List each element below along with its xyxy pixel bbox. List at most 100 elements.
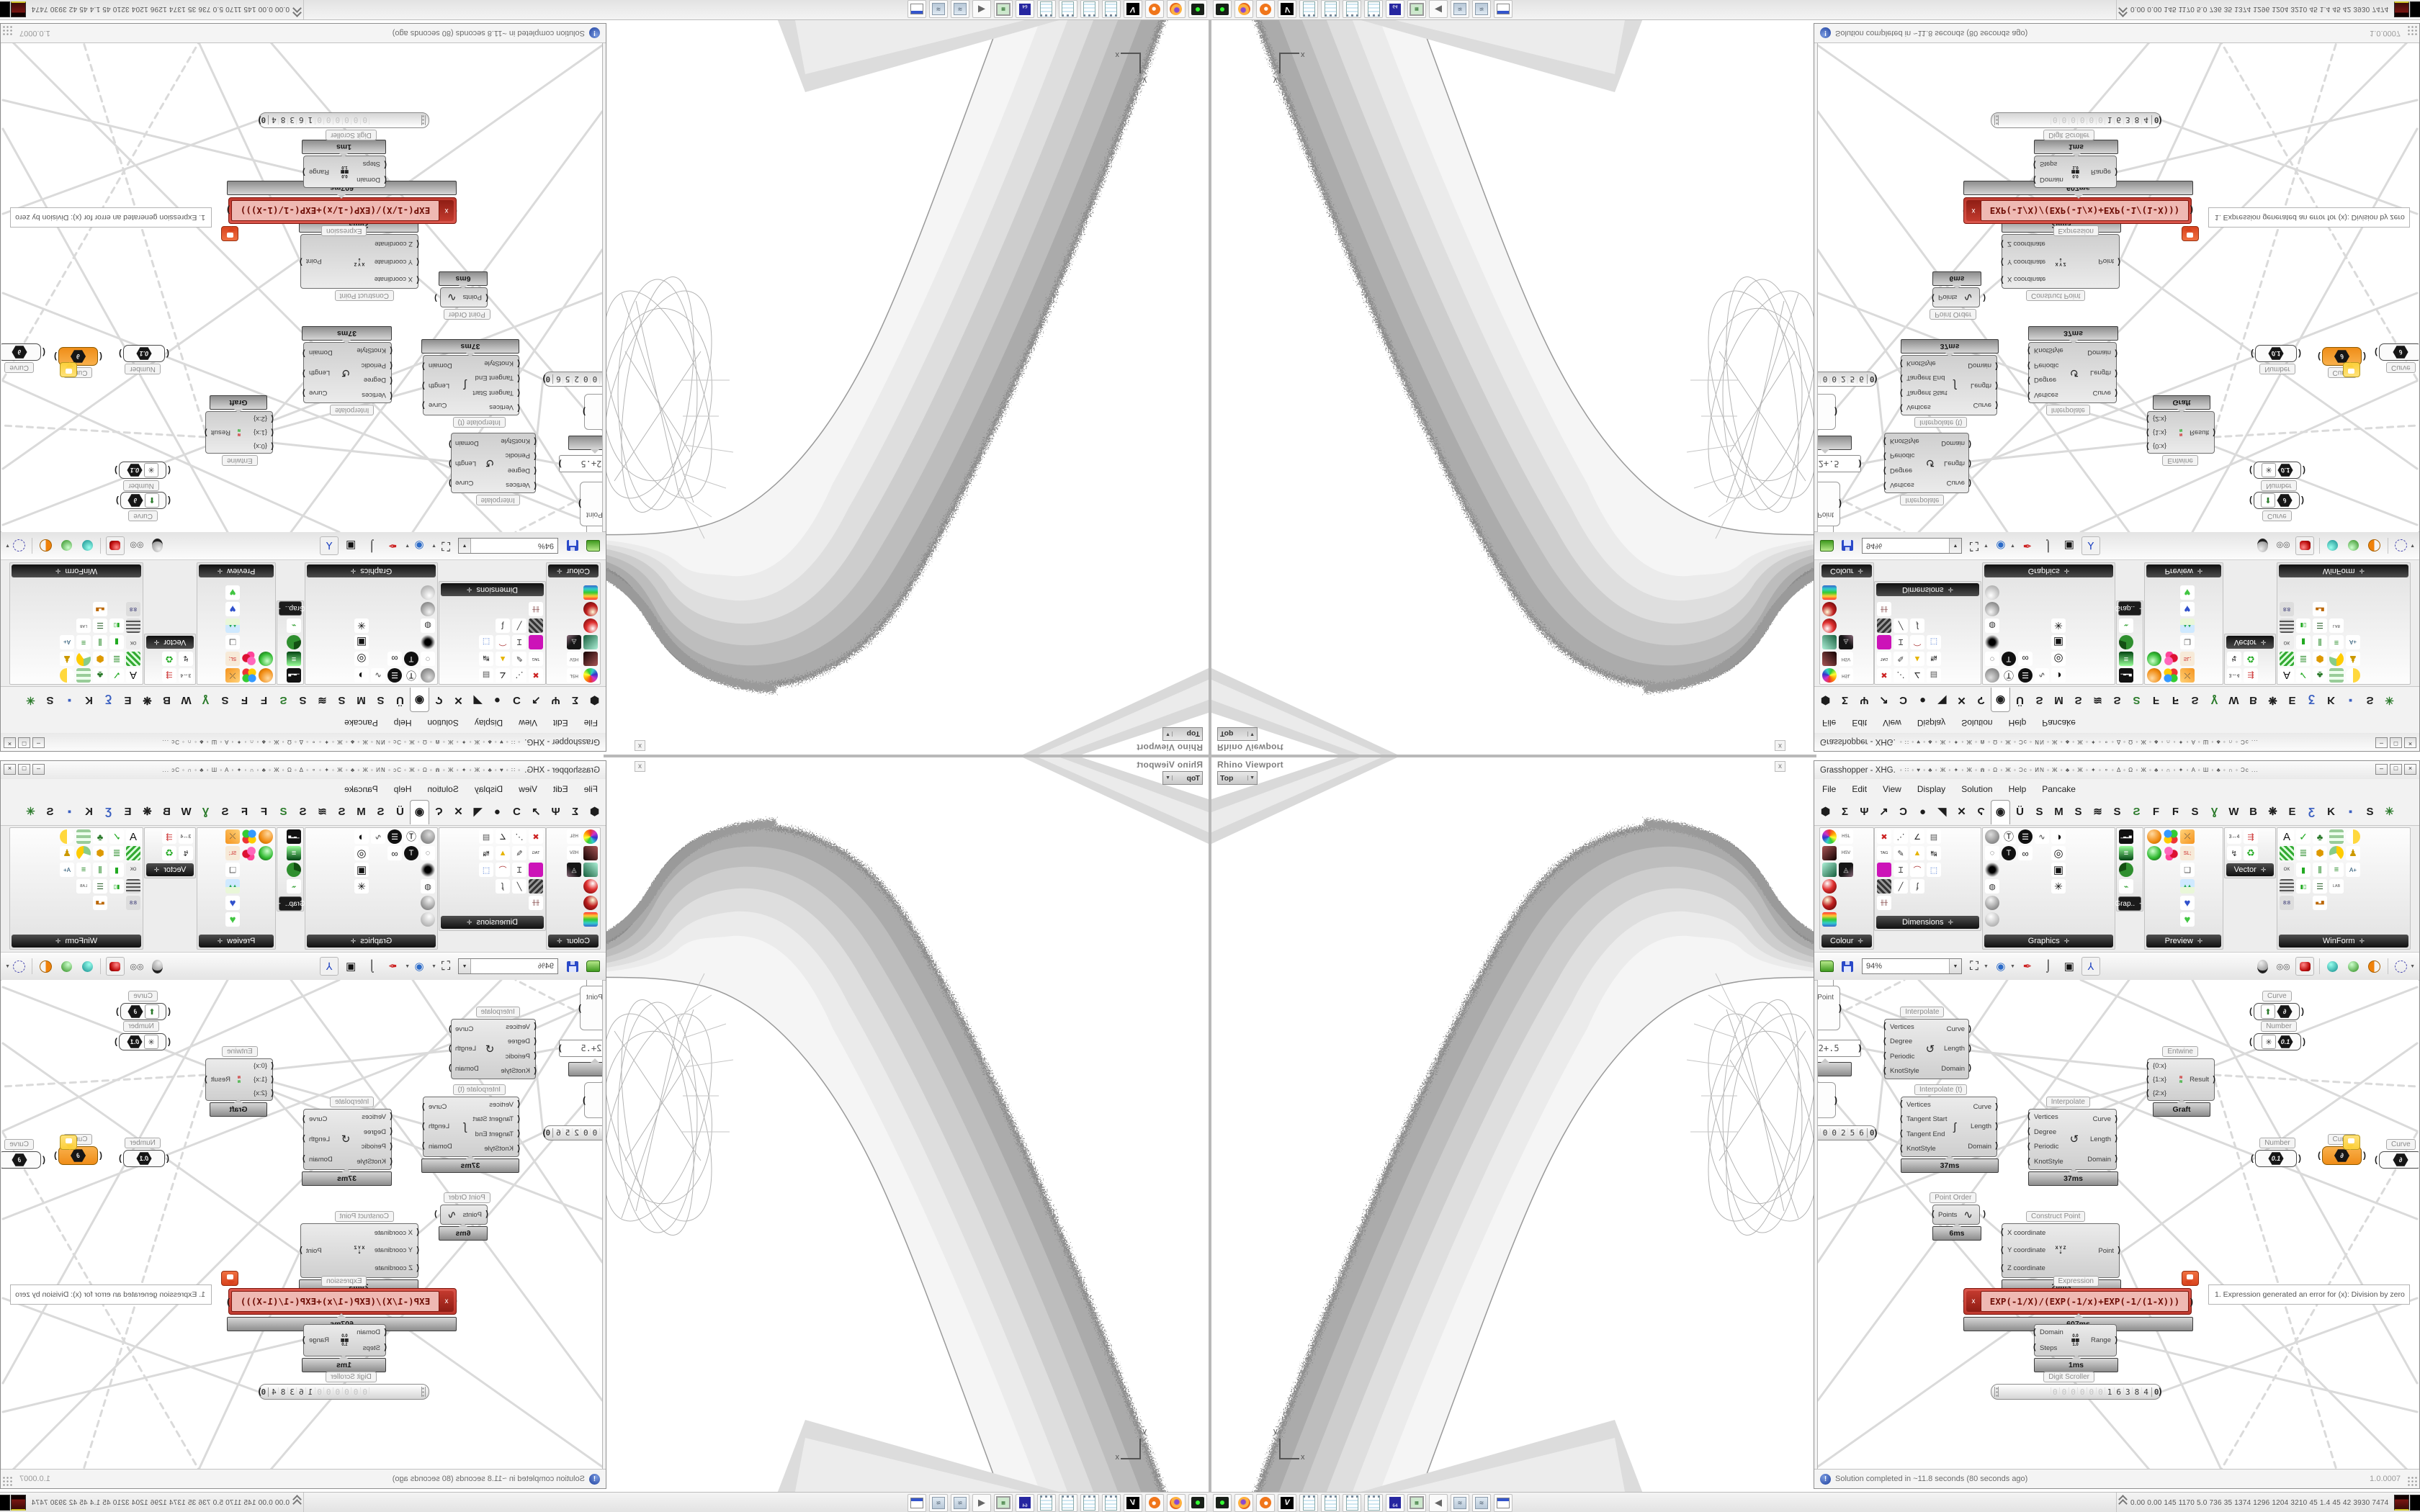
input-port[interactable]: (Vertices <box>506 1022 537 1031</box>
dotcircle-icon[interactable]: ◌ <box>1985 652 1999 666</box>
output-port[interactable]: Range) <box>302 1335 329 1344</box>
input-port[interactable]: ( <box>2249 465 2252 476</box>
menu-item-help[interactable]: Help <box>2008 718 2027 729</box>
quill-button[interactable]: ✒ <box>387 960 398 973</box>
input-port[interactable]: (KnotStyle <box>357 1156 393 1166</box>
input-port[interactable]: (Steps <box>362 160 387 169</box>
input-port[interactable]: (Degree <box>363 376 393 385</box>
category-tab-7[interactable]: ✕ <box>454 694 463 707</box>
output-port[interactable]: ) <box>2363 351 2366 362</box>
input-port[interactable]: (Steps <box>2033 1343 2058 1352</box>
folder-open-button[interactable] <box>1818 537 1835 554</box>
black-monitor-icon[interactable] <box>0 1495 10 1511</box>
category-tab-23[interactable]: ❋ <box>2268 694 2277 707</box>
digit-cell[interactable]: 8 <box>279 1387 288 1397</box>
arc-icon[interactable]: ⌒ <box>1910 635 1924 649</box>
graddark-icon[interactable] <box>583 846 598 860</box>
input-port[interactable]: ( <box>2251 348 2254 359</box>
digit-cell[interactable]: 0 <box>324 1387 333 1397</box>
title-bar[interactable]: Grasshopper - XHG. ◦ ∷ ◦ ♥ ◦ ♣ ◦ Ж ◦ ✦ ◦… <box>1 733 606 751</box>
rhino-viewport[interactable]: Rhino Viewport Top ▼ x y x <box>604 756 1210 1493</box>
output-port[interactable]: Length) <box>302 369 331 378</box>
output-port[interactable]: ) <box>119 1153 122 1164</box>
pictrees-icon[interactable]: ▲▲ <box>2180 618 2195 633</box>
category-tab-19[interactable]: S <box>2191 805 2199 818</box>
speaker-icon[interactable]: ◀ <box>1429 1493 1448 1512</box>
lcd-icon[interactable]: 8:8 <box>126 896 140 910</box>
ruler-icon[interactable]: ╫╫ <box>529 602 543 616</box>
orangex-icon[interactable]: ⤫ <box>2180 668 2195 683</box>
curvek-icon[interactable]: ʄ <box>496 618 510 633</box>
title-bar[interactable]: Grasshopper - XHG. ◦ ∷ ◦ ♥ ◦ ♣ ◦ Ж ◦ ✦ ◦… <box>1814 761 2419 779</box>
moonface-icon[interactable] <box>2346 668 2360 683</box>
moonface-icon[interactable] <box>2346 829 2360 844</box>
input-port[interactable]: (X coordinate <box>2001 1228 2046 1237</box>
number-param-1[interactable]: (✳ 0.1) <box>115 462 171 479</box>
ruler-icon[interactable]: ╫╫ <box>1877 896 1891 910</box>
ballgrad2-icon[interactable] <box>421 585 435 600</box>
hsl-icon[interactable]: HSL <box>567 829 581 844</box>
digit-cell[interactable]: 0 <box>2095 115 2105 125</box>
tblack-icon[interactable]: T <box>404 652 418 666</box>
point-param-clipped[interactable]: Point) <box>1817 482 1842 526</box>
hatchgreen-icon[interactable] <box>126 652 140 666</box>
pie3d-icon[interactable] <box>2119 863 2133 877</box>
notepad-icon[interactable] <box>1299 0 1318 19</box>
magenta-icon[interactable] <box>529 863 543 877</box>
category-tab-17[interactable]: F <box>260 694 268 707</box>
minimize-button[interactable]: – <box>2375 737 2388 748</box>
output-port[interactable]: ) <box>542 374 547 384</box>
listg-icon[interactable]: ≡ <box>76 635 91 649</box>
app-green-device-icon[interactable] <box>1213 0 1232 19</box>
category-tab-18[interactable]: Ϝ <box>2172 805 2179 818</box>
maximize-button[interactable]: □ <box>18 737 30 748</box>
print-scroll-icon[interactable]: ≋ <box>951 0 969 19</box>
person-icon[interactable]: ♟ <box>60 652 74 666</box>
close-button[interactable]: × <box>2404 764 2416 775</box>
output-port[interactable]: Curve) <box>1973 1102 1998 1112</box>
slred-icon[interactable]: SL; <box>225 652 240 666</box>
list2-icon[interactable]: ☰ <box>2313 879 2327 894</box>
blurdot-icon[interactable] <box>1985 863 1999 877</box>
digit-cell[interactable]: 4 <box>269 115 279 125</box>
selrect-icon[interactable]: ⬚ <box>1927 635 1941 649</box>
winboxico-icon[interactable]: ❏ <box>2180 635 2195 649</box>
category-tab-27[interactable]: ▪ <box>2348 694 2353 707</box>
input-port[interactable]: ( <box>2249 495 2252 506</box>
ruler-icon[interactable]: ╫╫ <box>529 896 543 910</box>
digit-cell[interactable]: 4 <box>269 1387 279 1397</box>
category-tab-26[interactable]: K <box>85 805 93 818</box>
greenscreen-icon[interactable] <box>259 846 273 860</box>
panel-caption[interactable]: Vector ✛ <box>146 863 194 876</box>
rhino-viewport[interactable]: Rhino Viewport Top ▼ x y x <box>604 19 1210 756</box>
layers-icon[interactable]: ≣ <box>2296 846 2311 860</box>
output-port[interactable]: ) <box>1873 1128 1878 1138</box>
gridgreen-icon[interactable] <box>2329 829 2344 844</box>
digit-scroller[interactable]: 0 0 0 0 0 0 1 6 3 8 4 0) <box>1991 1384 2163 1400</box>
building-icon[interactable]: ▤ <box>479 829 493 844</box>
zoom-combo[interactable]: 94% ▼ <box>1862 538 1962 554</box>
menu-item-help[interactable]: Help <box>393 718 412 729</box>
output-port[interactable]: ) <box>1834 407 1837 417</box>
input-port[interactable]: ({1:x} <box>253 1074 274 1084</box>
category-tab-20[interactable]: Ɣ <box>2210 694 2218 707</box>
tblack-icon[interactable]: T <box>2002 846 2016 860</box>
rhino-viewport[interactable]: Rhino Viewport Top ▼ x y x <box>1210 756 1816 1493</box>
category-tab-1[interactable]: Σ <box>1841 805 1848 818</box>
digit-cell[interactable]: 6 <box>2113 1387 2123 1397</box>
category-tab-29[interactable]: ✳ <box>26 805 35 818</box>
category-tab-25[interactable]: Ƹ <box>104 805 112 818</box>
gradrainbow-icon[interactable] <box>583 585 598 600</box>
graddark-icon[interactable] <box>1822 846 1837 860</box>
error-balloon-icon[interactable] <box>221 1271 238 1286</box>
dashedcircle-button[interactable] <box>11 537 28 554</box>
expression-snippet[interactable]: X)/2+.5) <box>1818 1040 1863 1057</box>
menu-item-pancake[interactable]: Pancake <box>344 718 378 729</box>
pacman-icon[interactable]: ◑ <box>354 829 369 844</box>
category-tab-20[interactable]: Ɣ <box>202 805 210 818</box>
zigzagv-icon[interactable]: ↯ <box>2227 846 2241 860</box>
slred-icon[interactable]: SL; <box>2180 846 2195 860</box>
ballgrad2-icon[interactable] <box>421 912 435 927</box>
input-port[interactable]: ( <box>99 1150 102 1161</box>
hsv-icon[interactable]: HSV <box>1839 846 1853 860</box>
